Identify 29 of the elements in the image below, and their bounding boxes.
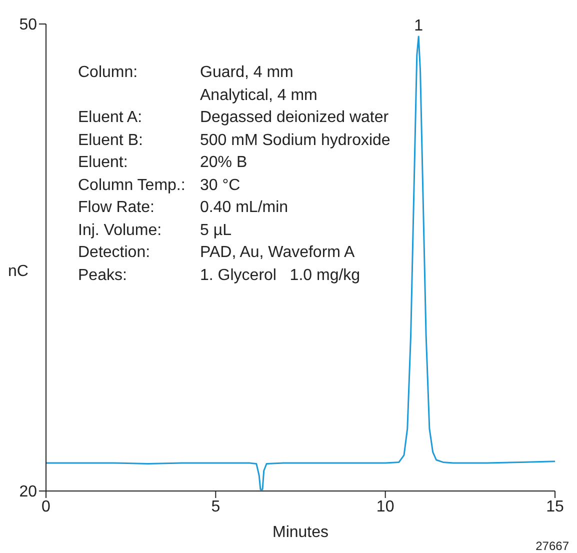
annotation: Inj. Volume:	[78, 222, 162, 240]
annotation: 30 °C	[200, 176, 240, 194]
annotation: Detection:	[78, 244, 150, 262]
annotation: Column:	[78, 64, 138, 82]
annotation: Degassed deionized water	[200, 109, 389, 127]
x-axis-title: Minutes	[272, 524, 329, 541]
y-axis-title: nC	[8, 263, 28, 281]
annotation: Column Temp.:	[78, 176, 186, 194]
annotation: Peaks:	[78, 266, 127, 284]
y-tick-label: 50	[19, 16, 38, 34]
annotation: 1. Glycerol 1.0 mg/kg	[200, 266, 360, 284]
annotation: 500 mM Sodium hydroxide	[200, 132, 390, 150]
annotation: Analytical, 4 mm	[200, 86, 318, 104]
annotation: 0.40 mL/min	[200, 199, 288, 217]
x-tick-label: 5	[211, 498, 220, 516]
x-tick-label: 0	[42, 498, 51, 516]
annotation: Eluent B:	[78, 132, 143, 150]
annotation: Eluent A:	[78, 109, 142, 127]
annotation: 1	[414, 17, 424, 34]
annotation: Eluent:	[78, 154, 128, 172]
text: 27667	[536, 539, 569, 553]
annotation: Guard, 4 mm	[200, 64, 294, 82]
y-tick-label: 20	[19, 484, 38, 501]
x-tick-label: 10	[376, 498, 394, 516]
x-tick-label: 15	[546, 498, 564, 516]
annotation: PAD, Au, Waveform A	[200, 244, 355, 262]
annotation: Flow Rate:	[78, 199, 154, 217]
annotation: 5 µL	[200, 222, 232, 240]
annotation: 20% B	[200, 154, 248, 172]
